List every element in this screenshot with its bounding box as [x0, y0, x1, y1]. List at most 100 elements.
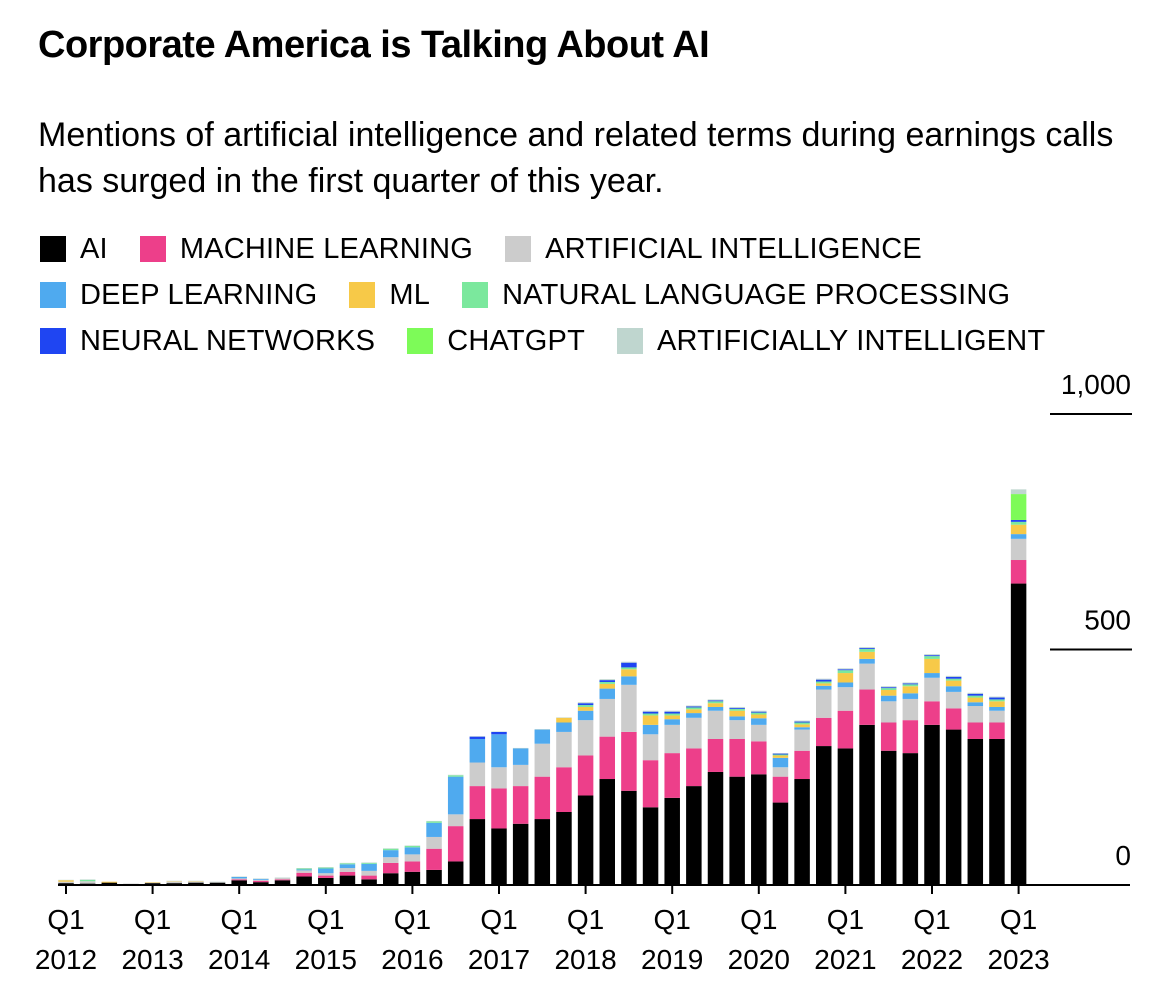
- bar-segment: [794, 724, 810, 728]
- bar-segment: [231, 880, 247, 885]
- bar-segment: [794, 729, 810, 751]
- bar-segment: [101, 881, 118, 883]
- bar-segment: [1010, 489, 1027, 495]
- bar-segment: [924, 654, 940, 656]
- bar-segment: [79, 881, 96, 884]
- bar-segment: [1010, 524, 1027, 535]
- bar-segment: [945, 686, 962, 692]
- bar-segment: [339, 868, 356, 872]
- legend-item: NEURAL NETWORKS: [40, 325, 375, 358]
- chart-subtitle: Mentions of artificial intelligence and …: [38, 116, 1114, 200]
- bar-segment: [447, 776, 464, 815]
- bar-segment: [729, 707, 745, 709]
- bar-segment: [1010, 519, 1027, 522]
- x-tick-quarter-label: Q1: [827, 904, 864, 935]
- bar-segment: [902, 693, 919, 699]
- x-tick-year-label: 2018: [554, 944, 616, 975]
- stacked-bar-chart: 0 500 1,000 Q1 2012 Q1 2013 Q1 2014 Q1 2015 Q1 2016 Q…: [35, 369, 1132, 975]
- x-tick-year-label: 2021: [814, 944, 876, 975]
- bar-segment: [274, 877, 291, 880]
- bar-segment: [296, 876, 312, 885]
- bar-segment: [729, 738, 745, 777]
- bar-segment: [361, 862, 377, 864]
- bar-segment: [231, 879, 247, 881]
- bar-segment: [642, 711, 659, 714]
- bar-segment: [880, 722, 897, 751]
- bar-segment: [967, 722, 984, 739]
- bar-segment: [491, 828, 507, 885]
- bar-segment: [1010, 534, 1027, 539]
- bar-segment: [621, 731, 637, 791]
- bar-segment: [534, 729, 551, 744]
- bar-segment: [686, 713, 702, 718]
- bar-segment: [361, 863, 377, 871]
- bar-segment: [599, 779, 615, 885]
- bar-segment: [707, 771, 724, 885]
- bar-segment: [318, 868, 334, 874]
- bar-segment: [1010, 494, 1027, 520]
- x-tick-year-label: 2022: [901, 944, 963, 975]
- bar-segment: [816, 678, 832, 680]
- x-tick-quarter-label: Q1: [394, 904, 431, 935]
- bar-segment: [967, 697, 984, 703]
- bar-segment: [880, 701, 897, 723]
- bar-segment: [902, 753, 919, 885]
- bar-segment: [599, 683, 615, 689]
- bar-segment: [772, 753, 789, 755]
- bar-segment: [945, 675, 962, 677]
- bar-segment: [967, 695, 984, 698]
- bar-segment: [253, 882, 269, 885]
- bar-segment: [577, 706, 594, 711]
- bar-segment: [491, 767, 507, 789]
- bar-segment: [729, 776, 745, 885]
- bar-segment: [859, 689, 875, 725]
- bar-segment: [426, 821, 442, 823]
- bar-segment: [902, 686, 919, 694]
- bar-segment: [447, 861, 464, 885]
- bar-segment: [794, 727, 810, 730]
- bar-segment: [58, 880, 74, 882]
- bar-segment: [989, 710, 1005, 723]
- y-tick-label: 0: [1115, 840, 1131, 871]
- bar-segment: [296, 868, 312, 870]
- x-tick-quarter-label: Q1: [567, 904, 604, 935]
- bar-segment: [902, 698, 919, 721]
- bar-segment: [751, 718, 767, 725]
- bar-segment: [621, 676, 637, 685]
- bar-segment: [837, 669, 854, 671]
- x-tick-quarter-label: Q1: [134, 904, 171, 935]
- bar-segment: [577, 720, 594, 756]
- bar-segment: [512, 786, 529, 824]
- bar-segment: [859, 651, 875, 659]
- bar-segment: [642, 734, 659, 761]
- bar-segment: [772, 767, 789, 777]
- bar-segment: [534, 819, 551, 885]
- bar-segment: [816, 717, 832, 747]
- legend-label: ARTIFICIALLY INTELLIGENT: [657, 324, 1046, 357]
- bar-segment: [880, 690, 897, 696]
- legend-row: DEEP LEARNING ML NATURAL LANGUAGE PROCESSI…: [40, 272, 1150, 318]
- bar-segment: [383, 850, 399, 858]
- bar-segment: [188, 882, 204, 885]
- bar-segment: [556, 717, 572, 723]
- x-tick-year-label: 2019: [641, 944, 703, 975]
- bar-segment: [188, 881, 204, 883]
- bar-segment: [751, 724, 767, 742]
- bar-segment: [404, 854, 421, 862]
- bar-segment: [426, 822, 442, 837]
- bar-segment: [837, 670, 854, 674]
- y-tick-label: 1,000: [1061, 369, 1131, 400]
- bar-segment: [859, 648, 875, 650]
- bar-segment: [339, 863, 356, 865]
- bar-segment: [686, 717, 702, 749]
- bar-segment: [794, 721, 810, 723]
- bar-segment: [707, 706, 724, 711]
- bar-segment: [772, 757, 789, 768]
- bar-segment: [274, 879, 291, 881]
- bar-segment: [469, 819, 486, 885]
- bar-segment: [577, 755, 594, 796]
- bar-segment: [512, 748, 529, 765]
- bar-segment: [859, 663, 875, 690]
- bar-segment: [751, 774, 767, 885]
- bar-segment: [361, 879, 377, 885]
